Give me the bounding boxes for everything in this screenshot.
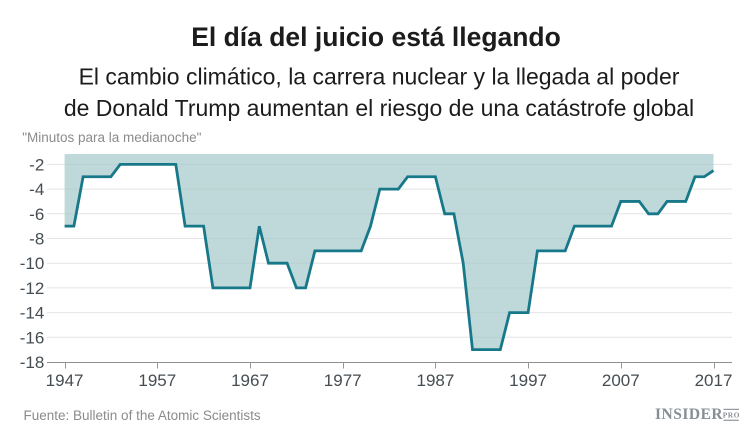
svg-text:1957: 1957 (138, 371, 176, 390)
svg-text:Fuente: Bulletin of the Atomic: Fuente: Bulletin of the Atomic Scientist… (24, 408, 261, 423)
svg-text:-10: -10 (20, 254, 45, 273)
svg-text:-2: -2 (29, 155, 44, 174)
svg-text:El día del juicio está llegand: El día del juicio está llegando (191, 22, 561, 52)
svg-text:2017: 2017 (695, 371, 733, 390)
svg-text:de Donald Trump aumentan el ri: de Donald Trump aumentan el riesgo de un… (64, 95, 694, 121)
svg-text:INSIDER: INSIDER (655, 406, 723, 423)
svg-text:-6: -6 (29, 205, 44, 224)
svg-text:1977: 1977 (324, 371, 362, 390)
svg-text:1947: 1947 (46, 371, 84, 390)
svg-text:El cambio climático, la carrer: El cambio climático, la carrera nuclear … (79, 64, 680, 90)
svg-text:-18: -18 (20, 353, 45, 372)
svg-text:-4: -4 (29, 180, 44, 199)
svg-text:1967: 1967 (231, 371, 269, 390)
svg-text:PRO: PRO (723, 411, 740, 420)
svg-text:-16: -16 (20, 328, 45, 347)
svg-text:1987: 1987 (416, 371, 454, 390)
svg-text:-8: -8 (29, 230, 44, 249)
svg-text:2007: 2007 (602, 371, 640, 390)
svg-text:1997: 1997 (509, 371, 547, 390)
svg-text:-14: -14 (20, 304, 45, 323)
svg-text:"Minutos para la medianoche": "Minutos para la medianoche" (22, 130, 201, 145)
svg-text:-12: -12 (20, 279, 45, 298)
